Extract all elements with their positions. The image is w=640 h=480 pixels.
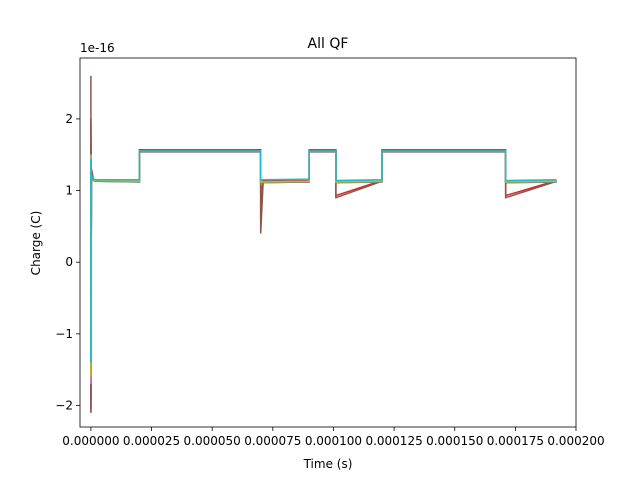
- x-tick-label: 0.000075: [244, 434, 301, 448]
- x-tick-label: 0.000050: [184, 434, 241, 448]
- x-tick-label: 0.000150: [426, 434, 483, 448]
- y-offset-label: 1e-16: [80, 41, 115, 55]
- y-tick-label: −1: [55, 327, 73, 341]
- x-tick-label: 0.000175: [487, 434, 544, 448]
- y-tick-label: 0: [65, 255, 73, 269]
- x-tick-label: 0.000125: [365, 434, 422, 448]
- y-tick-label: 2: [65, 112, 73, 126]
- x-tick-label: 0.000025: [123, 434, 180, 448]
- x-tick-label: 0.000200: [547, 434, 604, 448]
- ticks-layer: 0.000000 0.000025 0.000050 0.000075 0.000100…: [55, 112, 604, 448]
- y-axis-label: Charge (C): [29, 211, 43, 276]
- x-tick-label: 0.000100: [305, 434, 362, 448]
- y-tick-label: 1: [65, 184, 73, 198]
- x-tick-label: 0.000000: [62, 434, 119, 448]
- series-layer: [90, 75, 557, 413]
- y-tick-label: −2: [55, 399, 73, 413]
- axes-frame: [79, 57, 577, 428]
- x-axis-label: Time (s): [303, 457, 353, 471]
- series-line: [90, 150, 557, 363]
- chart-title: All QF: [308, 36, 349, 52]
